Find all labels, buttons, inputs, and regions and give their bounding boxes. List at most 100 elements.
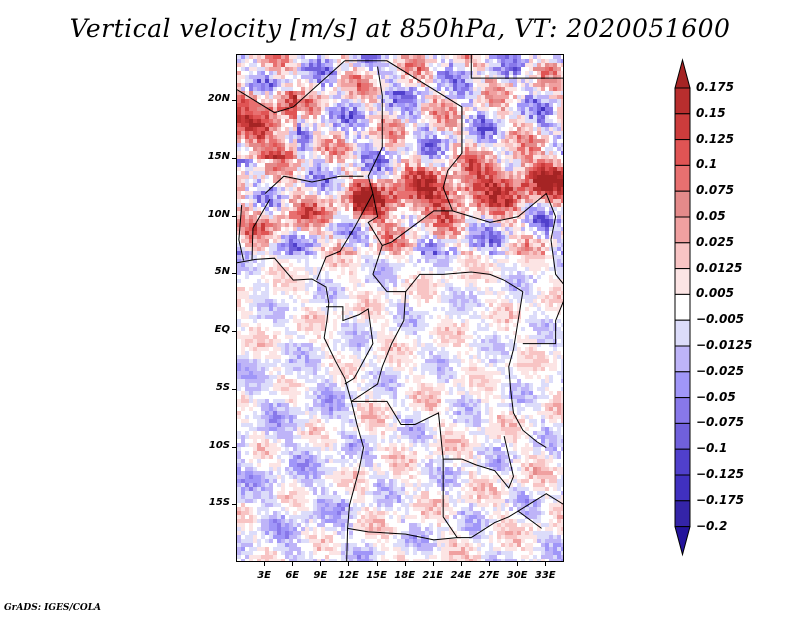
grads-credit: GrADS: IGES/COLA bbox=[4, 603, 102, 613]
colorbar-label: −0.1 bbox=[696, 441, 728, 456]
x-tick-mark bbox=[348, 562, 350, 566]
border-nigeria-niger bbox=[264, 175, 364, 194]
y-tick-label: 10S bbox=[208, 439, 230, 451]
colorbar-swatch bbox=[674, 422, 691, 450]
colorbar-swatch bbox=[674, 242, 691, 270]
colorbar-swatch bbox=[674, 474, 691, 502]
y-tick-label: 10N bbox=[207, 208, 230, 220]
border-ghana-togo bbox=[238, 205, 245, 261]
border-niger-algeria bbox=[237, 60, 346, 114]
colorbar-swatch bbox=[674, 268, 691, 295]
x-tick-mark bbox=[320, 562, 322, 566]
colorbar-label: 0.005 bbox=[696, 286, 734, 301]
colorbar-label: 0.125 bbox=[696, 131, 734, 146]
border-angola-namibia bbox=[347, 527, 472, 541]
border-congo-gabon bbox=[326, 306, 374, 385]
y-tick-label: 5N bbox=[214, 266, 230, 278]
colorbar-label: 0.025 bbox=[696, 234, 734, 249]
border-cameroon-chad bbox=[367, 193, 383, 246]
y-tick-mark bbox=[232, 157, 236, 159]
border-east-lakes bbox=[508, 291, 547, 448]
border-south-sudan bbox=[452, 192, 557, 240]
x-tick-label: 21E bbox=[422, 570, 444, 581]
x-tick-label: 9E bbox=[313, 570, 328, 581]
border-angola-zambia bbox=[442, 459, 458, 538]
colorbar-min-arrow bbox=[674, 526, 691, 557]
y-tick-mark bbox=[232, 331, 236, 333]
colorbar-label: 0.05 bbox=[696, 209, 726, 223]
colorbar-swatch bbox=[674, 164, 691, 192]
y-tick-label: 20N bbox=[207, 93, 230, 105]
colorbar-label: −0.025 bbox=[696, 363, 745, 378]
colorbar-label: −0.2 bbox=[696, 518, 728, 533]
colorbar-swatch bbox=[674, 319, 691, 347]
y-tick-mark bbox=[232, 446, 236, 448]
x-tick-label: 15E bbox=[366, 570, 387, 581]
colorbar-swatch bbox=[674, 500, 691, 528]
x-tick-label: 12E bbox=[338, 570, 359, 581]
velocity-field bbox=[237, 55, 563, 561]
x-tick-mark bbox=[404, 562, 406, 566]
y-tick-mark bbox=[232, 100, 236, 102]
y-tick-mark bbox=[232, 504, 236, 506]
x-tick-mark bbox=[517, 562, 519, 566]
colorbar-swatch bbox=[674, 190, 691, 218]
map-plot-area bbox=[236, 54, 564, 562]
y-tick-label: 15N bbox=[207, 150, 230, 162]
x-tick-mark bbox=[489, 562, 491, 566]
colorbar-label: 0.15 bbox=[696, 105, 726, 120]
colorbar-label: −0.075 bbox=[696, 415, 745, 430]
y-tick-mark bbox=[232, 273, 236, 275]
border-sudan-chad bbox=[442, 106, 463, 212]
x-tick-mark bbox=[292, 562, 294, 566]
colorbar bbox=[674, 58, 691, 557]
border-chad-niger bbox=[367, 66, 383, 194]
colorbar-label: 0.175 bbox=[696, 80, 734, 94]
x-tick-mark bbox=[432, 562, 434, 566]
border-egypt-sudan bbox=[470, 55, 563, 79]
border-car-north bbox=[372, 210, 453, 275]
x-tick-mark bbox=[264, 562, 266, 566]
x-tick-label: 18E bbox=[394, 570, 416, 581]
colorbar-max-arrow bbox=[674, 58, 691, 89]
west-africa-coastline bbox=[237, 257, 365, 561]
field-cells bbox=[237, 55, 563, 561]
x-tick-label: 3E bbox=[257, 570, 271, 581]
x-tick-label: 6E bbox=[285, 570, 300, 581]
border-uganda bbox=[522, 301, 563, 345]
colorbar-swatch bbox=[674, 293, 691, 321]
x-tick-mark bbox=[376, 562, 378, 566]
colorbar-label: 0.075 bbox=[696, 183, 734, 198]
colorbar-swatch bbox=[674, 113, 691, 141]
border-mozambique bbox=[517, 493, 563, 512]
colorbar-swatch bbox=[674, 371, 691, 399]
border-zimbabwe bbox=[471, 510, 542, 539]
colorbar-swatch bbox=[674, 397, 691, 424]
colorbar-label: −0.005 bbox=[696, 312, 745, 327]
border-zambia-drc bbox=[461, 435, 514, 489]
x-tick-label: 27E bbox=[478, 570, 500, 581]
x-tick-label: 24E bbox=[450, 570, 472, 581]
colorbar-swatch bbox=[674, 216, 691, 244]
y-tick-label: 5S bbox=[215, 381, 230, 393]
x-tick-label: 30E bbox=[506, 570, 528, 581]
chart-title: Vertical velocity [m/s] at 850hPa, VT: 2… bbox=[69, 14, 731, 43]
colorbar-label: −0.0125 bbox=[696, 338, 753, 352]
border-drc-congo bbox=[351, 291, 407, 402]
border-benin bbox=[251, 199, 271, 261]
colorbar-label: −0.125 bbox=[696, 467, 745, 481]
x-tick-mark bbox=[545, 562, 547, 566]
colorbar-swatch bbox=[674, 87, 691, 115]
border-kenya bbox=[550, 239, 563, 285]
colorbar-swatch bbox=[674, 448, 691, 476]
colorbar-label: −0.175 bbox=[696, 492, 745, 507]
colorbar-swatch bbox=[674, 139, 691, 166]
colorbar-label: 0.0125 bbox=[696, 260, 743, 275]
colorbar-label: −0.05 bbox=[696, 389, 736, 404]
y-tick-label: 15S bbox=[208, 497, 230, 509]
y-tick-mark bbox=[232, 388, 236, 390]
colorbar-label: 0.1 bbox=[696, 157, 718, 172]
x-tick-mark bbox=[460, 562, 462, 566]
y-tick-mark bbox=[232, 215, 236, 217]
border-nigeria-cameroon bbox=[316, 193, 374, 281]
